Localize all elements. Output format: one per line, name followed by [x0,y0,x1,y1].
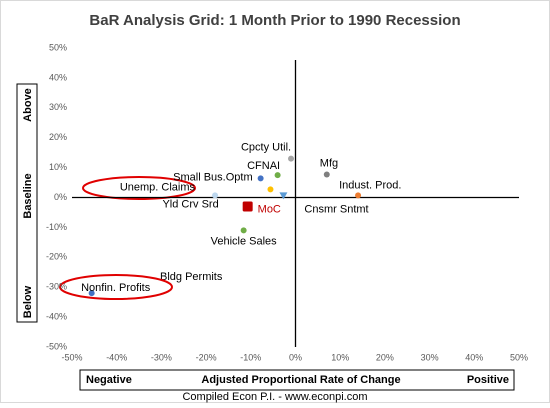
x-axis-title: Adjusted Proportional Rate of Change [201,374,400,386]
point-label: Small Bus.Optm [173,171,252,183]
point [279,192,288,200]
x-tick-label: 0% [289,352,302,362]
point [355,192,362,199]
x-high-label: Positive [467,374,509,386]
x-low-label: Negative [86,374,132,386]
point [242,201,253,212]
y-tick-label: -40% [46,311,67,321]
point [88,290,95,297]
highlight-ellipse [82,176,196,200]
point [288,155,295,162]
y-tick-label: 50% [49,42,67,52]
y-tick-label: -20% [46,252,67,262]
point [240,227,247,234]
annotation: Bldg Permits [160,271,223,283]
point-label: Vehicle Sales [211,235,278,247]
point-label: CFNAI [247,160,280,172]
y-tick-label: -10% [46,222,67,232]
point [257,175,264,182]
y-tick-label: 10% [49,162,67,172]
highlight-ellipse [59,274,173,300]
point-label: Unemp. Claims [120,181,196,193]
point [274,172,281,179]
point-label: Indust. Prod. [339,179,401,191]
point-label: MoC [258,203,281,215]
x-tick-label: 30% [421,352,439,362]
y-mid-label: Baseline [22,173,34,218]
y-tick-label: 40% [49,72,67,82]
y-tick-label: 0% [54,192,67,202]
point [267,186,274,193]
point-label: Mfg [320,157,338,169]
x-tick-label: -50% [61,352,82,362]
y-high-label: Above [22,88,34,122]
y-tick-label: 30% [49,102,67,112]
point [323,171,330,178]
x-tick-label: 50% [510,352,528,362]
x-label-box [79,369,515,391]
point-label: Nonfin. Profits [81,282,151,294]
point-label: Cnsmr Sntmt [304,203,368,215]
point [212,192,219,199]
x-tick-label: 10% [331,352,349,362]
x-tick-label: 20% [376,352,394,362]
point-label: Yld Crv Srd [162,198,218,210]
x-tick-label: -10% [240,352,261,362]
y-tick-label: -50% [46,341,67,351]
y-label-box [16,83,38,323]
x-tick-label: -40% [106,352,127,362]
x-tick-label: -20% [196,352,217,362]
y-tick-label: -30% [46,282,67,292]
y-low-label: Below [22,285,34,318]
point-label: Cpcty Util. [241,142,291,154]
x-tick-label: -30% [151,352,172,362]
source: Compiled Econ P.I. - www.econpi.com [182,391,367,403]
x-tick-label: 40% [465,352,483,362]
chart-title: BaR Analysis Grid: 1 Month Prior to 1990… [89,12,460,29]
y-tick-label: 20% [49,132,67,142]
